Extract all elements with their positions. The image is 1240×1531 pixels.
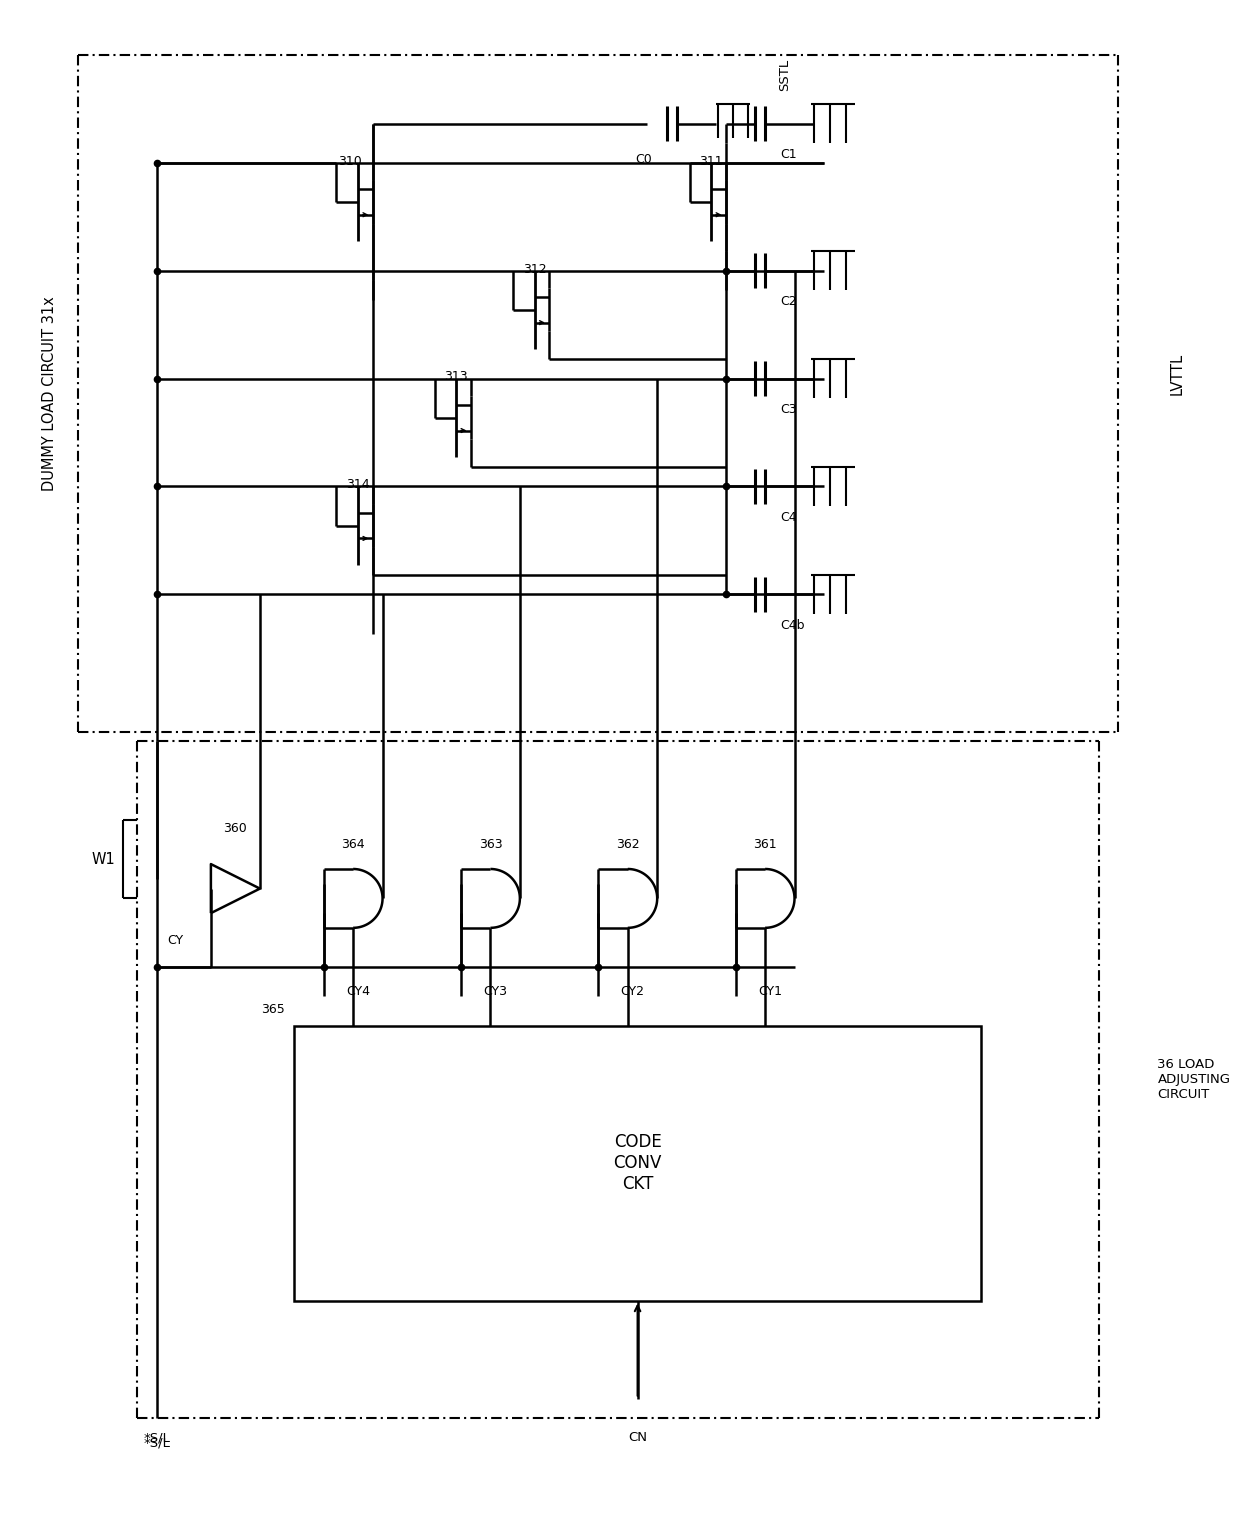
Text: *S/L: *S/L [144, 1436, 170, 1450]
Text: CN: CN [629, 1431, 647, 1444]
Text: CY3: CY3 [484, 984, 507, 998]
Text: C3: C3 [780, 403, 796, 416]
Text: 361: 361 [753, 837, 777, 851]
Text: 362: 362 [616, 837, 640, 851]
Text: 314: 314 [346, 478, 370, 491]
Text: C2: C2 [780, 295, 796, 308]
Text: *S/L: *S/L [144, 1431, 170, 1444]
Text: C0: C0 [636, 153, 652, 165]
Text: W1: W1 [91, 851, 115, 867]
Text: LVTTL: LVTTL [1169, 352, 1184, 395]
Text: DUMMY LOAD CIRCUIT 31x: DUMMY LOAD CIRCUIT 31x [42, 295, 57, 490]
Text: 360: 360 [223, 822, 247, 834]
Text: 365: 365 [260, 1003, 284, 1017]
Text: 364: 364 [341, 837, 365, 851]
Text: C4: C4 [780, 511, 796, 524]
Text: 363: 363 [479, 837, 502, 851]
Text: CY4: CY4 [346, 984, 370, 998]
Text: CY1: CY1 [758, 984, 782, 998]
Text: 313: 313 [444, 371, 467, 383]
Text: 310: 310 [339, 155, 362, 168]
Text: CY: CY [166, 934, 182, 948]
Text: C1: C1 [780, 149, 796, 161]
Text: 312: 312 [523, 262, 547, 276]
Text: C4b: C4b [780, 619, 805, 632]
Text: SSTL: SSTL [779, 58, 791, 90]
Text: 36 LOAD
ADJUSTING
CIRCUIT: 36 LOAD ADJUSTING CIRCUIT [1157, 1058, 1230, 1101]
Text: CY2: CY2 [621, 984, 645, 998]
Bar [294, 1026, 981, 1300]
Text: CODE
CONV
CKT: CODE CONV CKT [614, 1133, 662, 1193]
Text: 311: 311 [699, 155, 723, 168]
